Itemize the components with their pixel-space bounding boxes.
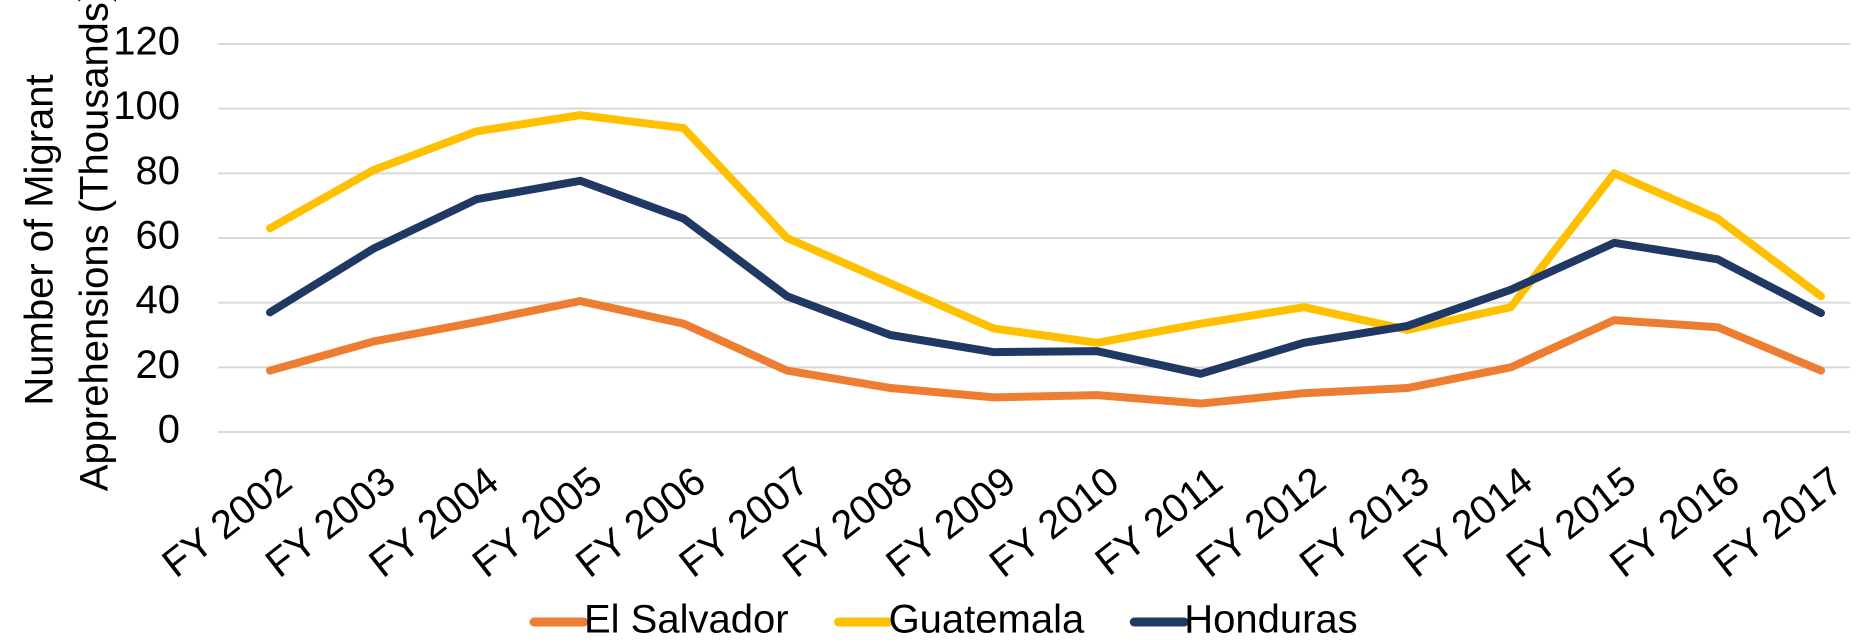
legend-label: Guatemala	[889, 598, 1085, 642]
y-tick-label: 60	[136, 214, 181, 258]
series-line	[266, 297, 1825, 408]
y-tick-label: 40	[136, 278, 181, 322]
y-tick-label: 0	[158, 408, 180, 452]
y-axis-label: Apprehensions (Thousands)	[73, 0, 117, 491]
legend-label: Honduras	[1184, 598, 1357, 642]
y-axis-label: Number of Migrant	[18, 74, 62, 405]
series-line	[266, 111, 1825, 347]
y-tick-label: 120	[113, 20, 180, 64]
y-tick-label: 100	[113, 84, 180, 128]
y-tick-label: 20	[136, 343, 181, 387]
legend-label: El Salvador	[584, 598, 789, 642]
series-line	[266, 176, 1825, 378]
y-tick-label: 80	[136, 149, 181, 193]
